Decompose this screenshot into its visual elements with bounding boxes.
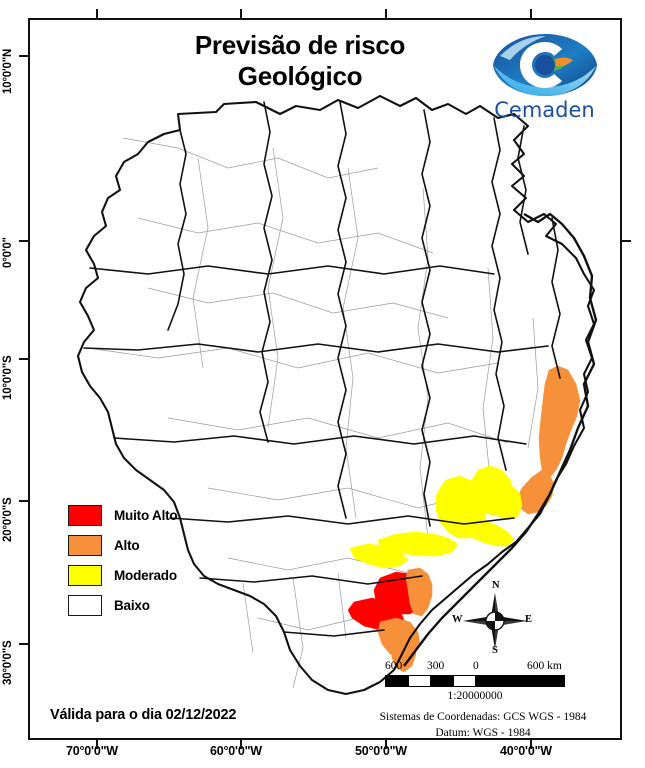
title-line-2: Geológico [237,60,363,91]
scale-bar: 600 300 0 600 km 1:20000000 [385,660,565,702]
lon-label-50w: 50°0'0"W [355,744,407,758]
legend-swatch-moderado [68,564,102,586]
lat-tick-10n [19,55,28,57]
title-line-1: Previsão de risco [194,30,406,60]
lon-tick-top-70w [96,9,98,18]
lon-tick-70w [96,740,98,749]
legend-swatch-alto [68,534,102,556]
legend-item-muito-alto[interactable]: Muito Alto [68,500,178,530]
cemaden-wordmark: Cemaden [494,98,595,122]
scale-bar-graphic [385,675,565,687]
lat-tick-right-0 [622,240,631,242]
map-frame [28,18,622,740]
compass-label-north: N [492,580,500,591]
validity-text: Válida para o dia 02/12/2022 [50,707,237,723]
lon-tick-top-60w [240,9,242,18]
scale-bar-labels: 600 300 0 600 km [385,660,565,675]
state-boundaries [83,101,561,637]
risk-area-moderado-rj [493,485,523,521]
legend-label-moderado: Moderado [114,567,177,583]
legend-label-alto: Alto [114,537,140,553]
compass-label-south: S [492,645,498,656]
lat-label-10s: 10°0'0"S [2,355,14,400]
legend-item-baixo[interactable]: Baixo [68,590,177,620]
coord-line-1: Sistemas de Coordenadas: GCS WGS - 1984 [379,711,587,723]
lat-label-30s: 30°0'0"S [2,640,14,685]
coordinate-system-text: Sistemas de Coordenadas: GCS WGS - 1984 … [352,710,614,742]
risk-area-alto-es-south [516,469,555,515]
lon-tick-60w [240,740,242,749]
brazil-map[interactable] [28,18,622,740]
lat-tick-20s [19,500,28,502]
lon-label-40w: 40°0'0"W [500,744,552,758]
legend-swatch-baixo [68,594,102,616]
compass-icon [463,593,527,649]
lat-label-0: 0°0'0" [2,237,14,268]
scale-seg-5 [474,676,564,686]
compass-label-east: E [525,614,533,625]
scale-label-300: 300 [427,660,445,672]
lat-tick-10s [19,358,28,360]
scale-seg-1 [386,676,410,686]
lat-label-10n: 10°0'0"N [2,48,14,94]
legend-label-baixo: Baixo [114,597,150,613]
cemaden-logo: Cemaden [482,30,607,130]
lat-label-20s: 20°0'0"S [2,497,14,542]
scale-label-600-left: 600 [385,660,403,672]
lon-tick-top-50w [385,9,387,18]
legend-item-moderado[interactable]: Moderado [68,560,177,590]
lon-tick-50w [385,740,387,749]
lat-tick-30s [19,643,28,645]
scale-label-0: 0 [473,660,479,672]
scale-label-600-right: 600 km [527,660,562,672]
scale-seg-3 [430,676,454,686]
legend-swatch-muito-alto [68,504,102,526]
risk-area-alto-sc [405,567,433,617]
legend-item-alto[interactable]: Alto [68,530,177,560]
lon-tick-40w [530,740,532,749]
compass-label-west: W [452,614,463,625]
compass-rose: N S W E [452,580,535,657]
scale-seg-2 [409,676,431,686]
risk-area-moderado-litoral-pr [349,543,409,569]
scale-ratio: 1:20000000 [447,690,503,702]
lon-tick-top-40w [530,9,532,18]
lon-label-70w: 70°0'0"W [66,744,118,758]
coord-line-2: Datum: WGS - 1984 [435,726,531,739]
lon-label-60w: 60°0'0"W [210,744,262,758]
coastline-emphasis [403,212,598,667]
legend: Muito Alto Alto Moderado Baixo [68,500,178,620]
page-title: Previsão de risco Geológico [150,30,450,91]
scale-seg-4 [453,676,475,686]
risk-area-alto-bahia-es [538,365,581,481]
cemaden-eye-icon [490,30,600,100]
map-layers [76,94,598,696]
legend-label-muito-alto: Muito Alto [114,507,178,523]
brazil-outline [76,94,596,696]
lat-tick-0 [19,240,28,242]
risk-area-moderado-sp-coast [451,515,515,547]
